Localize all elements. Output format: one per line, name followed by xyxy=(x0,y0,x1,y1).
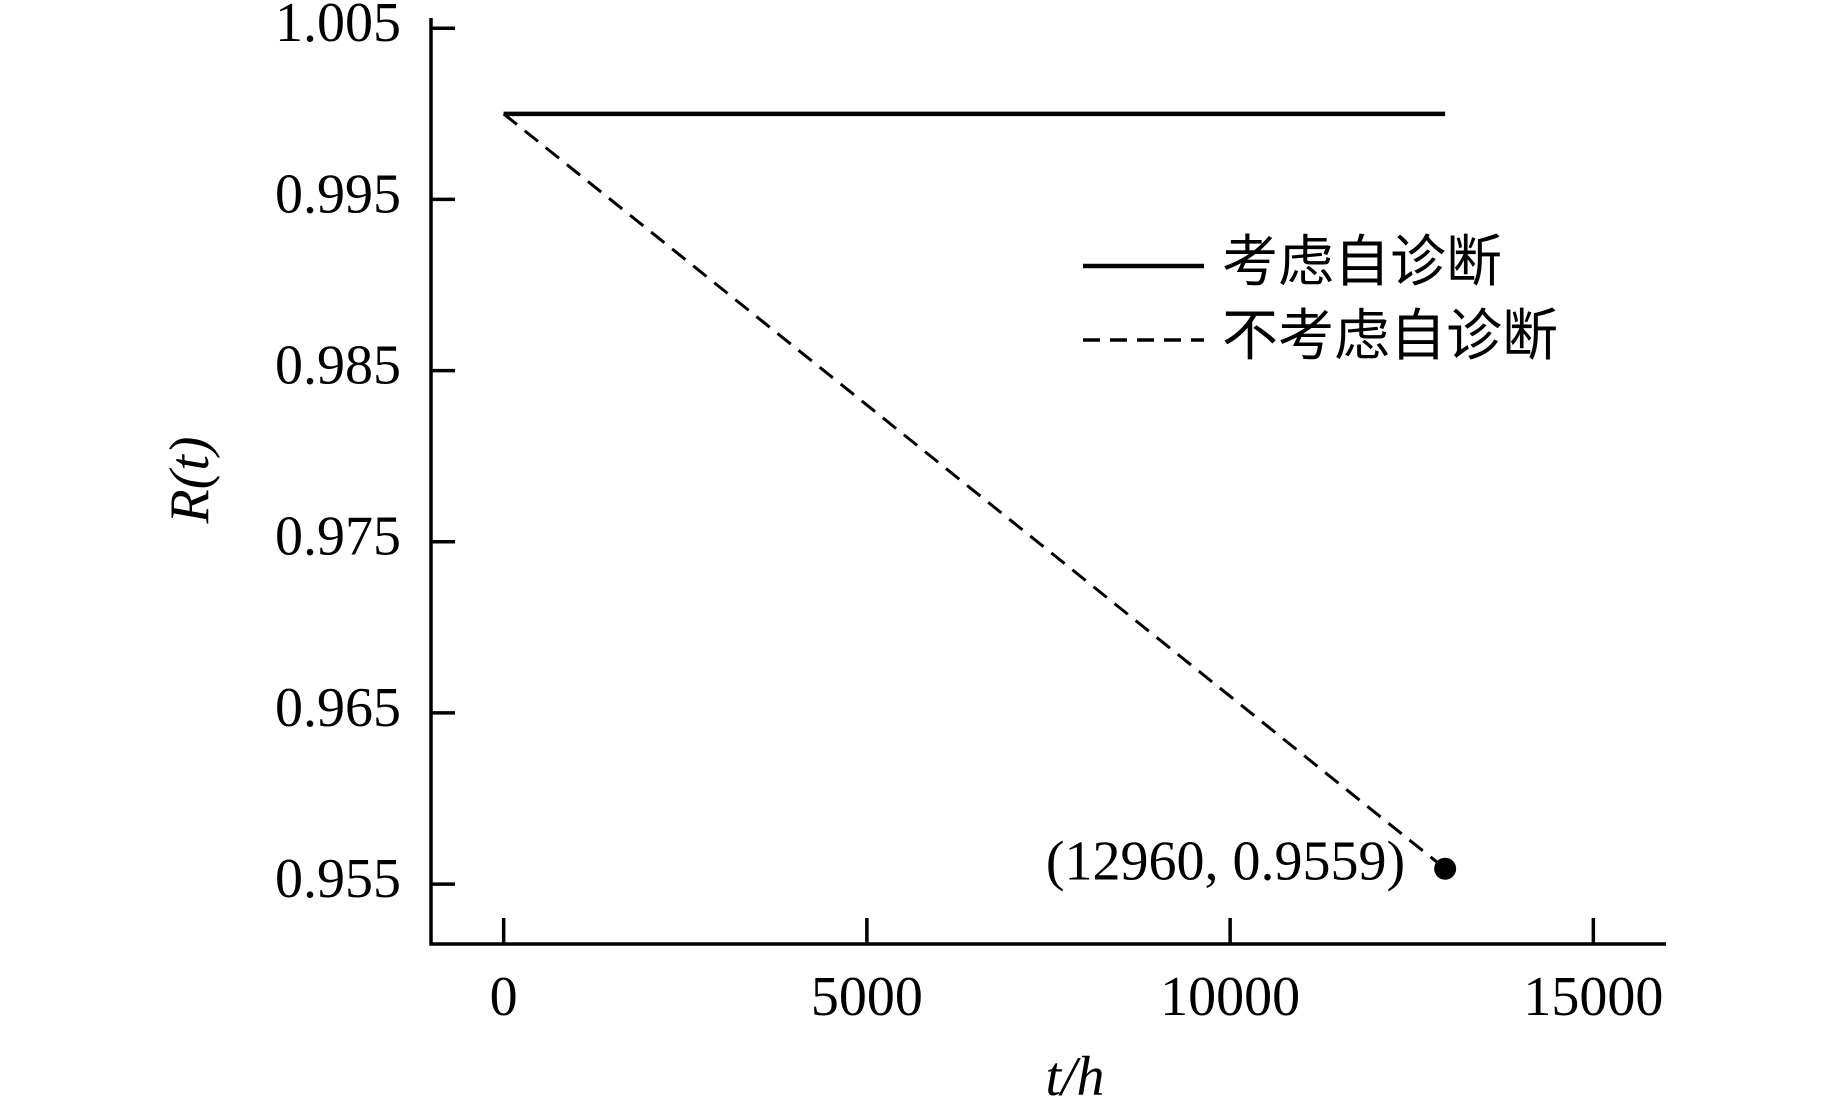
legend-label: 不考虑自诊断 xyxy=(1222,304,1558,369)
annotation: (12960, 0.9559) xyxy=(1046,831,1405,893)
series-line xyxy=(502,112,1447,870)
y-tick-label: 0.995 xyxy=(275,163,401,225)
x-tick-label: 10000 xyxy=(1160,966,1300,1028)
annotation-point xyxy=(1434,857,1457,880)
y-tick-label: 1.005 xyxy=(275,0,401,54)
y-axis-label: R(t) xyxy=(159,436,221,524)
x-axis-label: t/h xyxy=(1045,1046,1104,1108)
legend-label: 考虑自诊断 xyxy=(1222,230,1502,295)
y-tick-label: 0.985 xyxy=(275,334,401,396)
y-tick-label: 0.955 xyxy=(275,848,401,910)
x-tick-label: 15000 xyxy=(1523,966,1663,1028)
x-tick-label: 0 xyxy=(490,966,518,1028)
x-tick-label: 5000 xyxy=(811,966,923,1028)
y-tick-label: 0.965 xyxy=(275,677,401,739)
axes xyxy=(429,18,1666,946)
y-tick-label: 0.975 xyxy=(275,506,401,568)
